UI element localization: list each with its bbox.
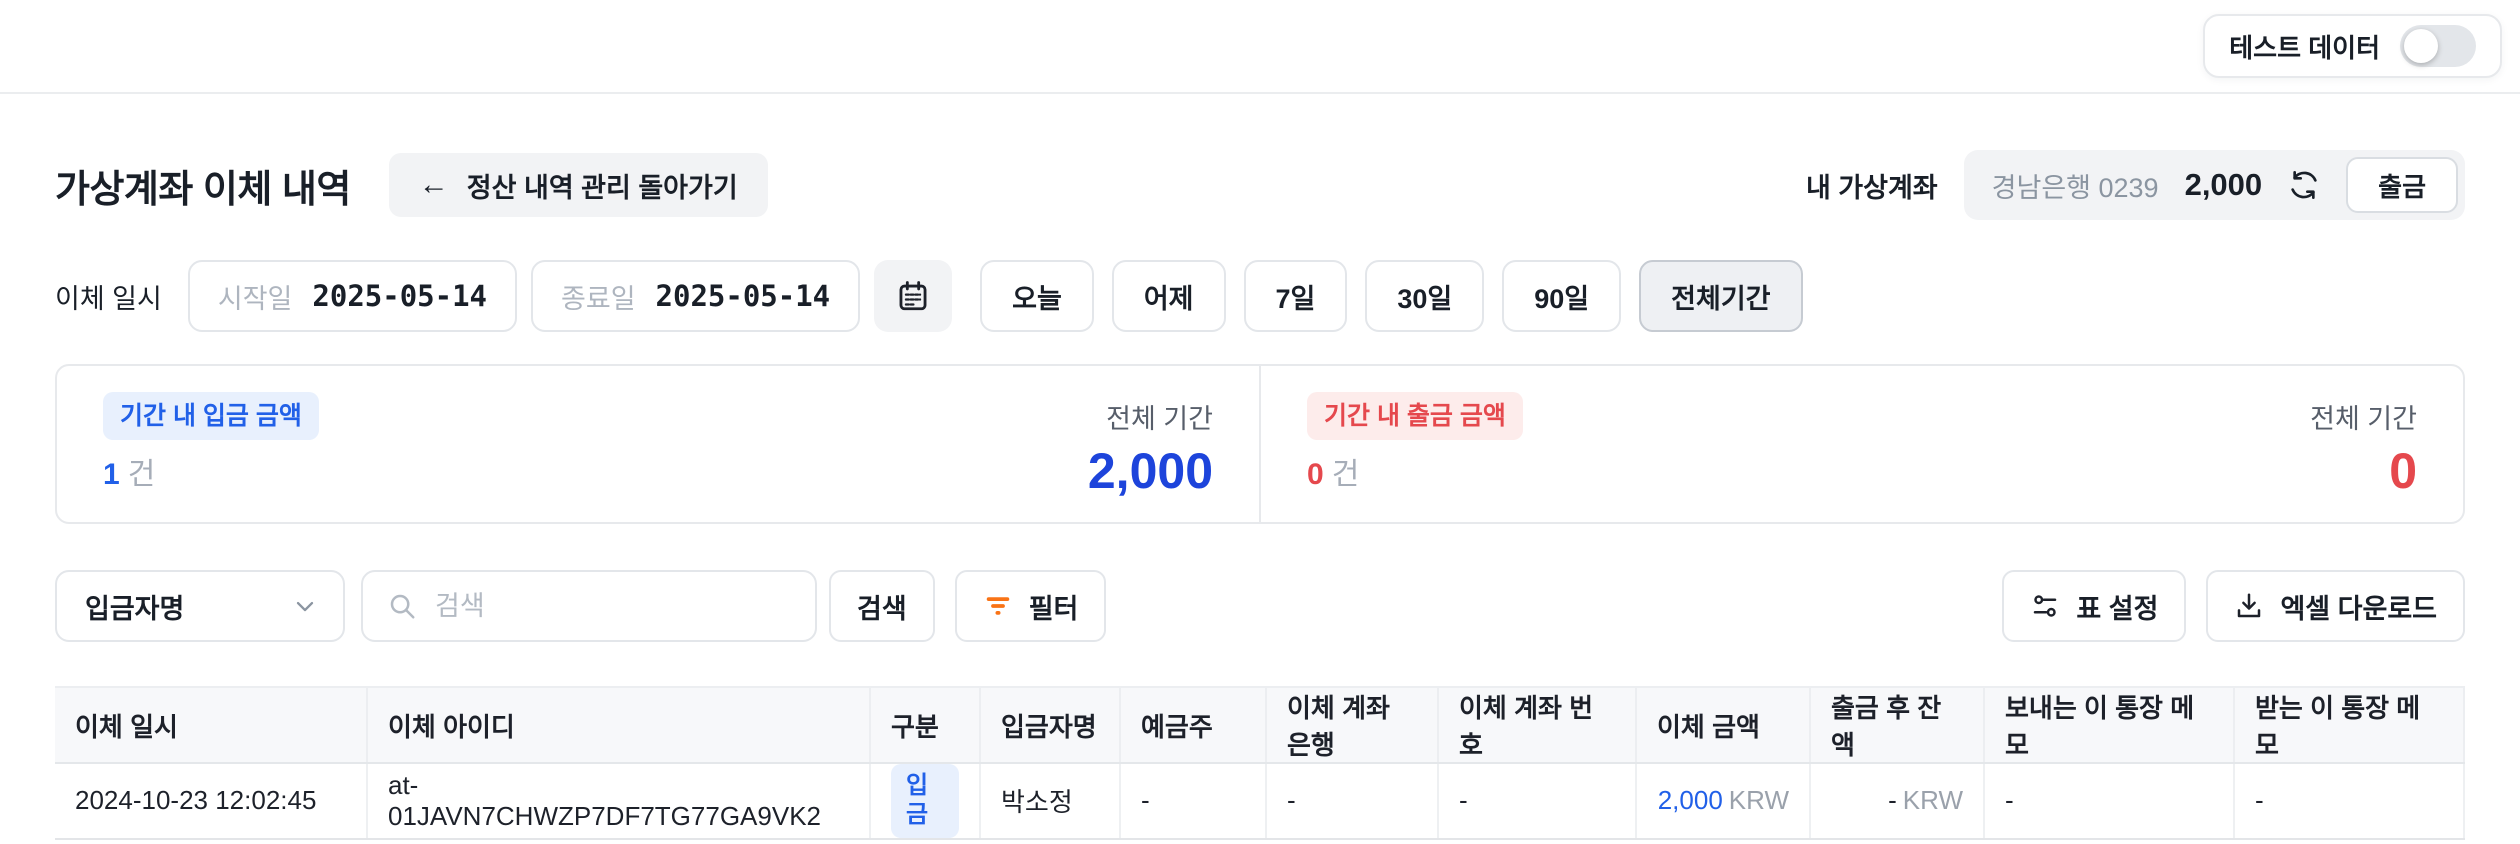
cell-account-holder: - <box>1120 763 1267 840</box>
transfer-table: 이체 일시 이체 아이디 구분 입금자명 예금주 이체 계좌 은행 이체 계좌 … <box>55 686 2465 840</box>
withdraw-button[interactable]: 출금 <box>2346 157 2458 213</box>
column-header-bank: 이체 계좌 은행 <box>1266 686 1439 764</box>
table-settings-button[interactable]: 표 설정 <box>2002 570 2187 642</box>
deposit-type-badge: 입금 <box>891 764 959 838</box>
search-icon <box>387 591 417 621</box>
account-balance-pill: 경남은행 0239 2,000 출금 <box>1963 150 2465 220</box>
topbar: 테스트 데이터 <box>0 0 2520 94</box>
table-header: 이체 일시 이체 아이디 구분 입금자명 예금주 이체 계좌 은행 이체 계좌 … <box>55 686 2465 764</box>
withdrawal-badge: 기간 내 출금 금액 <box>1307 392 1523 440</box>
date-filter-row: 이체 일시 시작일 2025-05-14 종료일 2025-05-14 <box>55 260 2465 332</box>
excel-download-label: 엑셀 다운로드 <box>2280 593 2437 624</box>
test-data-toggle[interactable] <box>2400 25 2476 67</box>
quick-range-yesterday-button[interactable]: 어제 <box>1111 260 1226 332</box>
table-toolbar: 입금자명 검색 <box>55 570 2465 642</box>
account-bank-label: 경남은행 0239 <box>1991 172 2159 203</box>
title-row: 가상계좌 이체 내역 ← 정산 내역 관리 돌아가기 내 가상계좌 경남은행 0… <box>55 150 2465 220</box>
search-input-wrapper <box>361 570 817 642</box>
refresh-icon <box>2288 169 2320 201</box>
cell-amount: 2,000 KRW <box>1636 763 1811 840</box>
my-account-section: 내 가상계좌 경남은행 0239 2,000 <box>1806 150 2465 220</box>
cell-receiver-memo: - <box>2234 763 2465 840</box>
table-row: 2024-10-23 12:02:45 at-01JAVN7CHWZP7DF7T… <box>55 763 2465 840</box>
column-header-sender-memo: 보내는 이 통장 메모 <box>1984 686 2235 764</box>
search-field-select[interactable]: 입금자명 <box>55 570 345 642</box>
chevron-down-icon <box>291 592 319 620</box>
cell-account-number: - <box>1438 763 1637 840</box>
back-button[interactable]: ← 정산 내역 관리 돌아가기 <box>388 153 768 217</box>
deposit-amount: 2,000 <box>1087 443 1213 499</box>
quick-range-all-button[interactable]: 전체기간 <box>1639 260 1803 332</box>
main-content: 가상계좌 이체 내역 ← 정산 내역 관리 돌아가기 내 가상계좌 경남은행 0… <box>0 150 2520 840</box>
cell-type: 입금 <box>870 763 981 840</box>
start-date-value: 2025-05-14 <box>312 279 488 313</box>
page-title: 가상계좌 이체 내역 <box>55 168 351 211</box>
account-balance-value: 2,000 <box>2184 167 2263 202</box>
column-header-receiver-memo: 받는 이 통장 메모 <box>2234 686 2465 764</box>
column-header-type: 구분 <box>870 686 981 764</box>
cell-datetime: 2024-10-23 12:02:45 <box>55 763 368 840</box>
deposit-badge: 기간 내 입금 금액 <box>103 392 319 440</box>
calendar-icon <box>896 279 930 313</box>
quick-range-90d-button[interactable]: 90일 <box>1502 260 1622 332</box>
quick-range-30d-button[interactable]: 30일 <box>1365 260 1485 332</box>
start-date-input[interactable]: 시작일 2025-05-14 <box>187 260 518 332</box>
start-date-prefix: 시작일 <box>217 283 293 314</box>
download-icon <box>2234 591 2264 621</box>
filter-button-label: 필터 <box>1028 593 1079 624</box>
end-date-value: 2025-05-14 <box>655 279 831 313</box>
quick-range-today-button[interactable]: 오늘 <box>980 260 1094 332</box>
table-settings-sliders-icon <box>2030 591 2060 621</box>
cell-sender-memo: - <box>1984 763 2235 840</box>
filter-icon <box>983 591 1013 621</box>
column-header-account-number: 이체 계좌 번호 <box>1438 686 1637 764</box>
search-field-selected-label: 입금자명 <box>85 593 185 624</box>
withdrawal-period-label: 전체 기간 <box>2310 403 2417 434</box>
date-filter-label: 이체 일시 <box>55 283 162 314</box>
end-date-input[interactable]: 종료일 2025-05-14 <box>531 260 861 332</box>
back-arrow-icon: ← <box>418 168 449 201</box>
test-data-toggle-group: 테스트 데이터 <box>2203 14 2502 78</box>
column-header-transfer-id: 이체 아이디 <box>367 686 871 764</box>
search-button[interactable]: 검색 <box>829 570 935 642</box>
column-header-depositor: 입금자명 <box>980 686 1121 764</box>
cell-bank: - <box>1266 763 1439 840</box>
quick-range-7d-button[interactable]: 7일 <box>1243 260 1348 332</box>
excel-download-button[interactable]: 엑셀 다운로드 <box>2206 570 2465 642</box>
back-button-label: 정산 내역 관리 돌아가기 <box>466 172 738 203</box>
cell-depositor: 박소정 <box>980 763 1121 840</box>
filter-button[interactable]: 필터 <box>954 570 1107 642</box>
end-date-prefix: 종료일 <box>561 283 636 314</box>
calendar-button[interactable] <box>874 260 953 332</box>
table-settings-label: 표 설정 <box>2076 593 2159 624</box>
cell-transfer-id: at-01JAVN7CHWZP7DF7TG77GA9VK2 <box>367 763 871 840</box>
column-header-account-holder: 예금주 <box>1120 686 1267 764</box>
deposit-period-label: 전체 기간 <box>1106 403 1213 434</box>
search-input[interactable] <box>433 589 791 623</box>
my-account-label: 내 가상계좌 <box>1805 172 1938 203</box>
cell-balance-after: - KRW <box>1810 763 1985 840</box>
column-header-amount: 이체 금액 <box>1636 686 1811 764</box>
column-header-datetime: 이체 일시 <box>55 686 368 764</box>
refresh-balance-button[interactable] <box>2288 169 2320 201</box>
column-header-balance-after: 출금 후 잔액 <box>1810 686 1985 764</box>
toggle-knob-icon <box>2404 29 2438 63</box>
test-data-label: 테스트 데이터 <box>2229 32 2380 63</box>
withdrawal-amount: 0 <box>2389 443 2417 499</box>
